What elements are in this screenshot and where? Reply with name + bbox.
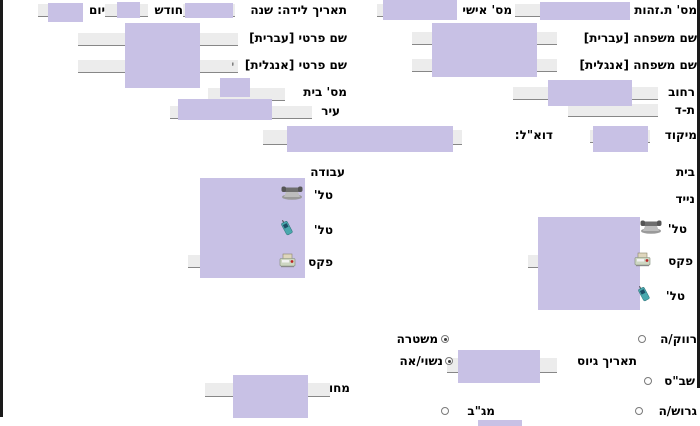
fax-machine-icon [634, 252, 651, 267]
pobox-field[interactable] [568, 104, 658, 117]
house-number-highlight [220, 78, 250, 97]
desk-phone-icon [640, 220, 663, 234]
street-highlight [548, 80, 632, 106]
fax-machine-icon [279, 253, 296, 268]
birthdate-year-label: תאריך לידה: שנה [250, 3, 347, 17]
month-label: חודש [154, 3, 183, 17]
mobile-section-label: נייד [675, 192, 695, 206]
home-phones-highlight [538, 217, 640, 310]
district-highlight [233, 375, 308, 418]
home-mobile-tel-label: טל' [665, 289, 685, 303]
city-highlight [178, 99, 272, 120]
divorced-radio-label: גרוש/ה [658, 404, 697, 418]
work-fax-label: פקס [308, 255, 333, 269]
firstname-english-label: שם פרטי [אנגלית] [244, 58, 347, 72]
street-label: רחוב [668, 85, 695, 99]
house-number-label: מס' בית [303, 85, 347, 99]
home-section-label: בית [675, 165, 695, 179]
firstname-highlight [125, 23, 200, 88]
home-fax-label: פקס [668, 254, 693, 268]
single-radio-label: רווק/ה [660, 332, 697, 346]
left-border [0, 0, 3, 417]
divorced-radio[interactable] [635, 407, 643, 415]
city-label: עיר [321, 104, 340, 118]
id-number-label: מס' ת.זהות [634, 3, 697, 17]
married-radio[interactable] [445, 357, 453, 365]
birth-day-highlight [48, 3, 83, 22]
lastname-highlight [432, 23, 537, 77]
email-highlight [287, 126, 453, 152]
zip-label: מיקוד [664, 128, 697, 142]
enlistment-date-highlight [458, 350, 540, 383]
work-mobile-tel-label: טל' [313, 223, 333, 237]
police-radio-label: משטרה [396, 332, 438, 346]
mobile-phone-icon [279, 219, 294, 236]
work-tel-label: טל' [313, 188, 333, 202]
firstname-hebrew-label: שם פרטי [עברית] [249, 31, 347, 45]
personal-number-highlight [383, 0, 457, 20]
district-label: מחוז [324, 381, 350, 395]
border-police-radio[interactable] [441, 407, 449, 415]
right-border [697, 0, 700, 388]
day-label: יום [88, 3, 105, 17]
home-tel-label: טל' [667, 222, 687, 236]
pobox-label: ת-ד [674, 103, 695, 117]
lastname-hebrew-label: שם משפחה [עברית] [583, 31, 697, 45]
birth-year-highlight [185, 3, 233, 18]
work-section-label: עבודה [310, 165, 345, 179]
birth-month-highlight [117, 2, 140, 18]
zip-highlight [593, 126, 648, 152]
prison-service-radio[interactable] [644, 377, 652, 385]
firstname-english-value: י [231, 60, 234, 71]
personal-number-label: מס' אישי [462, 3, 512, 17]
single-radio[interactable] [638, 335, 646, 343]
desk-phone-icon [281, 186, 304, 200]
enlistment-date-label: תאריך גיוס [577, 354, 637, 368]
prison-service-radio-label: שב"ס [664, 374, 695, 388]
mobile-phone-icon [636, 285, 651, 302]
id-number-highlight [540, 2, 630, 20]
bottom-partial-highlight [478, 420, 522, 426]
police-radio[interactable] [441, 335, 449, 343]
border-police-radio-label: מג"ב [467, 404, 495, 418]
email-label: דוא"ל: [514, 128, 553, 142]
lastname-english-label: שם משפחה [אנגלית] [579, 58, 697, 72]
married-radio-label: נשוי/אה [399, 354, 443, 368]
